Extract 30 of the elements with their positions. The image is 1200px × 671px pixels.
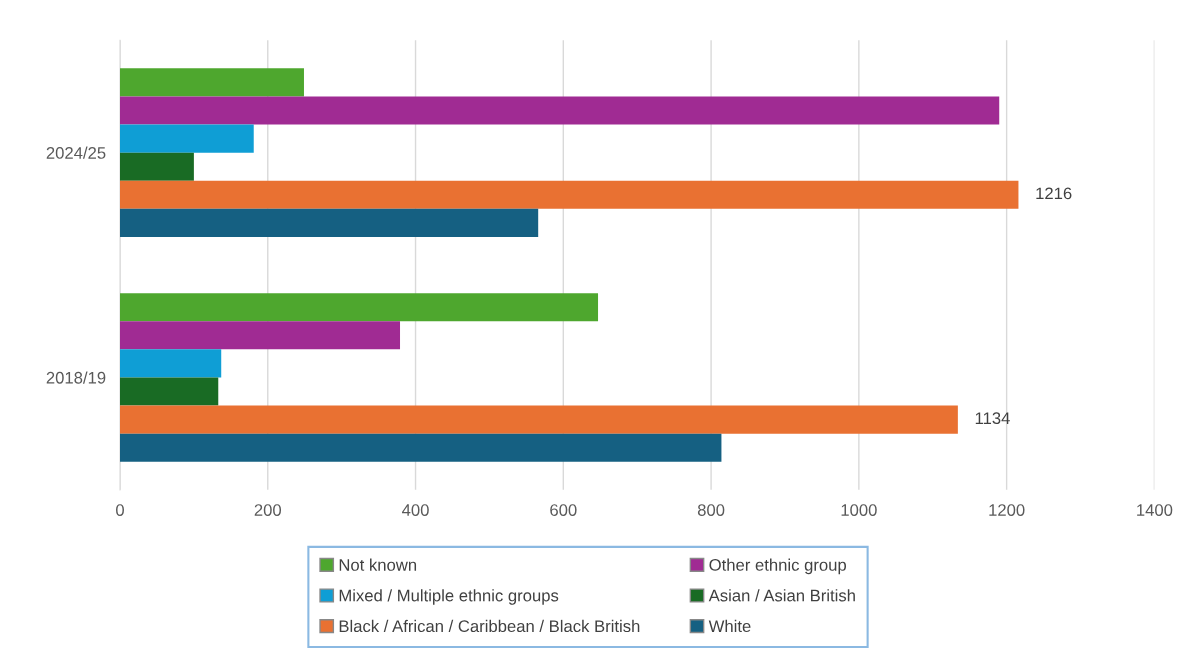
legend-label: Mixed / Multiple ethnic groups — [339, 589, 559, 605]
bar — [120, 405, 958, 434]
data-label: 1134 — [975, 412, 1010, 425]
x-tick-label: 600 — [550, 504, 577, 516]
x-tick-label: 800 — [697, 504, 725, 516]
x-tick-label: 0 — [116, 504, 124, 516]
x-tick-label: 1400 — [1137, 504, 1173, 516]
bar — [120, 180, 1019, 209]
x-tick-label: 1000 — [841, 504, 877, 516]
bar — [120, 152, 194, 181]
bar — [120, 96, 1000, 125]
y-tick-label: 2024/25 — [46, 146, 106, 159]
bar — [120, 68, 304, 97]
bar — [120, 433, 722, 462]
legend-label: Other ethnic group — [709, 558, 847, 575]
bar — [120, 349, 222, 378]
bar — [120, 321, 401, 350]
bar — [120, 293, 599, 322]
x-tick-label: 1200 — [989, 504, 1025, 516]
legend-label: Asian / Asian British — [708, 589, 855, 602]
bar — [120, 377, 219, 406]
legend-label: Not known — [339, 558, 417, 571]
x-tick-label: 200 — [254, 504, 282, 516]
y-tick-label: 2018/19 — [46, 371, 106, 384]
legend-label: White — [708, 619, 751, 633]
x-tick-label: 400 — [402, 504, 429, 516]
bar — [120, 208, 539, 237]
data-label: 1216 — [1036, 187, 1072, 200]
legend-label: Black / African / Caribbean / Black British — [339, 619, 640, 633]
bar — [120, 124, 254, 153]
